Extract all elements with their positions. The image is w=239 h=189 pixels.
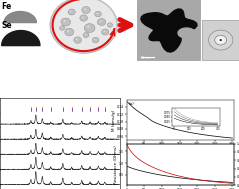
Circle shape: [98, 19, 106, 26]
Circle shape: [210, 31, 232, 49]
Circle shape: [95, 11, 101, 17]
Y-axis label: Resistance (Ohms): Resistance (Ohms): [114, 145, 118, 184]
Circle shape: [50, 0, 117, 53]
Circle shape: [67, 30, 69, 32]
Circle shape: [87, 26, 89, 28]
Circle shape: [61, 27, 62, 28]
Circle shape: [100, 20, 101, 22]
X-axis label: Temperature (K): Temperature (K): [164, 147, 197, 151]
Circle shape: [102, 29, 109, 35]
Y-axis label: M (emu/g): M (emu/g): [112, 109, 115, 131]
Circle shape: [217, 36, 225, 44]
Circle shape: [65, 28, 74, 36]
Circle shape: [84, 24, 95, 33]
Text: Fe: Fe: [1, 2, 11, 11]
Circle shape: [103, 31, 105, 32]
Circle shape: [85, 34, 86, 35]
Circle shape: [109, 24, 110, 25]
Bar: [137, 0, 200, 60]
Text: (a): (a): [129, 102, 135, 106]
Circle shape: [84, 9, 86, 10]
Polygon shape: [141, 9, 197, 52]
Circle shape: [219, 39, 223, 42]
Circle shape: [83, 33, 89, 38]
Circle shape: [213, 34, 228, 46]
Circle shape: [82, 6, 90, 14]
Circle shape: [92, 37, 99, 43]
Circle shape: [82, 17, 83, 18]
Circle shape: [60, 26, 65, 30]
Circle shape: [70, 11, 71, 12]
Circle shape: [219, 39, 222, 41]
Circle shape: [61, 18, 71, 26]
Circle shape: [64, 20, 65, 22]
Text: Se: Se: [1, 21, 12, 30]
Circle shape: [94, 39, 95, 40]
Circle shape: [68, 9, 75, 15]
Polygon shape: [178, 28, 195, 38]
Text: 50 nm: 50 nm: [141, 56, 150, 60]
Circle shape: [74, 37, 81, 43]
Circle shape: [80, 15, 87, 21]
Circle shape: [107, 23, 113, 27]
Bar: [202, 20, 239, 60]
Circle shape: [97, 13, 98, 14]
Circle shape: [76, 39, 77, 40]
